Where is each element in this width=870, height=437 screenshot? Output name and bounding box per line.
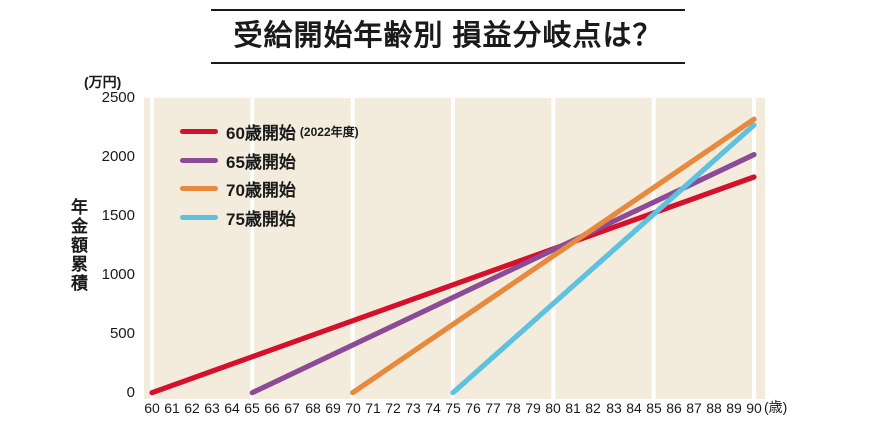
legend-item-3: 75歳開始 [180, 206, 296, 229]
series-line-1 [249, 151, 757, 396]
series-line-2 [350, 116, 757, 396]
y-tick-1000: 1000 [101, 266, 135, 283]
legend-label: 70歳開始 [226, 180, 296, 200]
x-tick-79: 79 [525, 400, 541, 416]
gridline-age-75 [451, 98, 455, 399]
y-axis-label: 年金額累積 [68, 198, 87, 293]
gridline-age-85 [651, 98, 656, 399]
x-tick-65: 65 [244, 400, 260, 416]
x-tick-60: 60 [144, 400, 160, 416]
x-tick-76: 76 [465, 400, 481, 416]
x-tick-78: 78 [505, 400, 521, 416]
page-title: 受給開始年齢別 損益分岐点は？ [233, 20, 663, 52]
x-tick-64: 64 [224, 400, 240, 416]
x-tick-73: 73 [405, 400, 421, 416]
gridline-age-90 [752, 98, 756, 399]
x-tick-82: 82 [585, 400, 601, 416]
x-tick-70: 70 [345, 400, 361, 416]
x-tick-62: 62 [184, 400, 200, 416]
y-tick-2000: 2000 [101, 148, 135, 165]
x-tick-72: 72 [385, 400, 401, 416]
x-tick-85: 85 [646, 400, 662, 416]
legend-label: 60歳開始 [226, 123, 296, 143]
legend-note: (2022年度) [299, 124, 359, 139]
legend-swatch-icon [180, 185, 218, 191]
x-tick-74: 74 [425, 400, 441, 416]
x-tick-80: 80 [545, 400, 561, 416]
legend-label: 65歳開始 [226, 152, 296, 172]
gridline-age-65 [250, 98, 255, 399]
title-block: 受給開始年齢別 損益分岐点は？ [211, 9, 685, 64]
x-axis-unit-label: (歳) [764, 399, 788, 415]
x-tick-69: 69 [325, 400, 341, 416]
x-tick-67: 67 [284, 400, 300, 416]
x-tick-88: 88 [706, 400, 722, 416]
y-tick-2500: 2500 [101, 89, 135, 106]
gridline-age-60 [150, 98, 154, 399]
legend-item-1: 65歳開始 [180, 149, 296, 172]
x-tick-84: 84 [626, 400, 642, 416]
legend-item-0: 60歳開始 (2022年度) [180, 120, 359, 143]
x-tick-68: 68 [305, 400, 321, 416]
legend-item-2: 70歳開始 [180, 177, 296, 200]
x-tick-75: 75 [445, 400, 461, 416]
y-tick-500: 500 [109, 325, 135, 342]
y-axis-unit-label: (万円) [84, 74, 122, 90]
x-tick-63: 63 [204, 400, 220, 416]
legend-swatch-icon [180, 157, 218, 163]
legend-swatch-icon [180, 214, 218, 220]
x-tick-81: 81 [565, 400, 581, 416]
x-tick-86: 86 [666, 400, 682, 416]
x-tick-66: 66 [264, 400, 280, 416]
gridline-age-70 [350, 98, 355, 399]
x-tick-71: 71 [365, 400, 381, 416]
y-tick-1500: 1500 [101, 207, 135, 224]
x-tick-90: 90 [746, 400, 762, 416]
x-tick-77: 77 [485, 400, 501, 416]
y-tick-0: 0 [126, 384, 135, 401]
legend-swatch-icon [180, 128, 218, 134]
x-tick-83: 83 [606, 400, 622, 416]
legend-label: 75歳開始 [226, 209, 296, 229]
x-tick-61: 61 [164, 400, 180, 416]
series-line-3 [450, 122, 757, 396]
plot-svg [144, 98, 765, 399]
x-tick-87: 87 [686, 400, 702, 416]
x-tick-89: 89 [726, 400, 742, 416]
